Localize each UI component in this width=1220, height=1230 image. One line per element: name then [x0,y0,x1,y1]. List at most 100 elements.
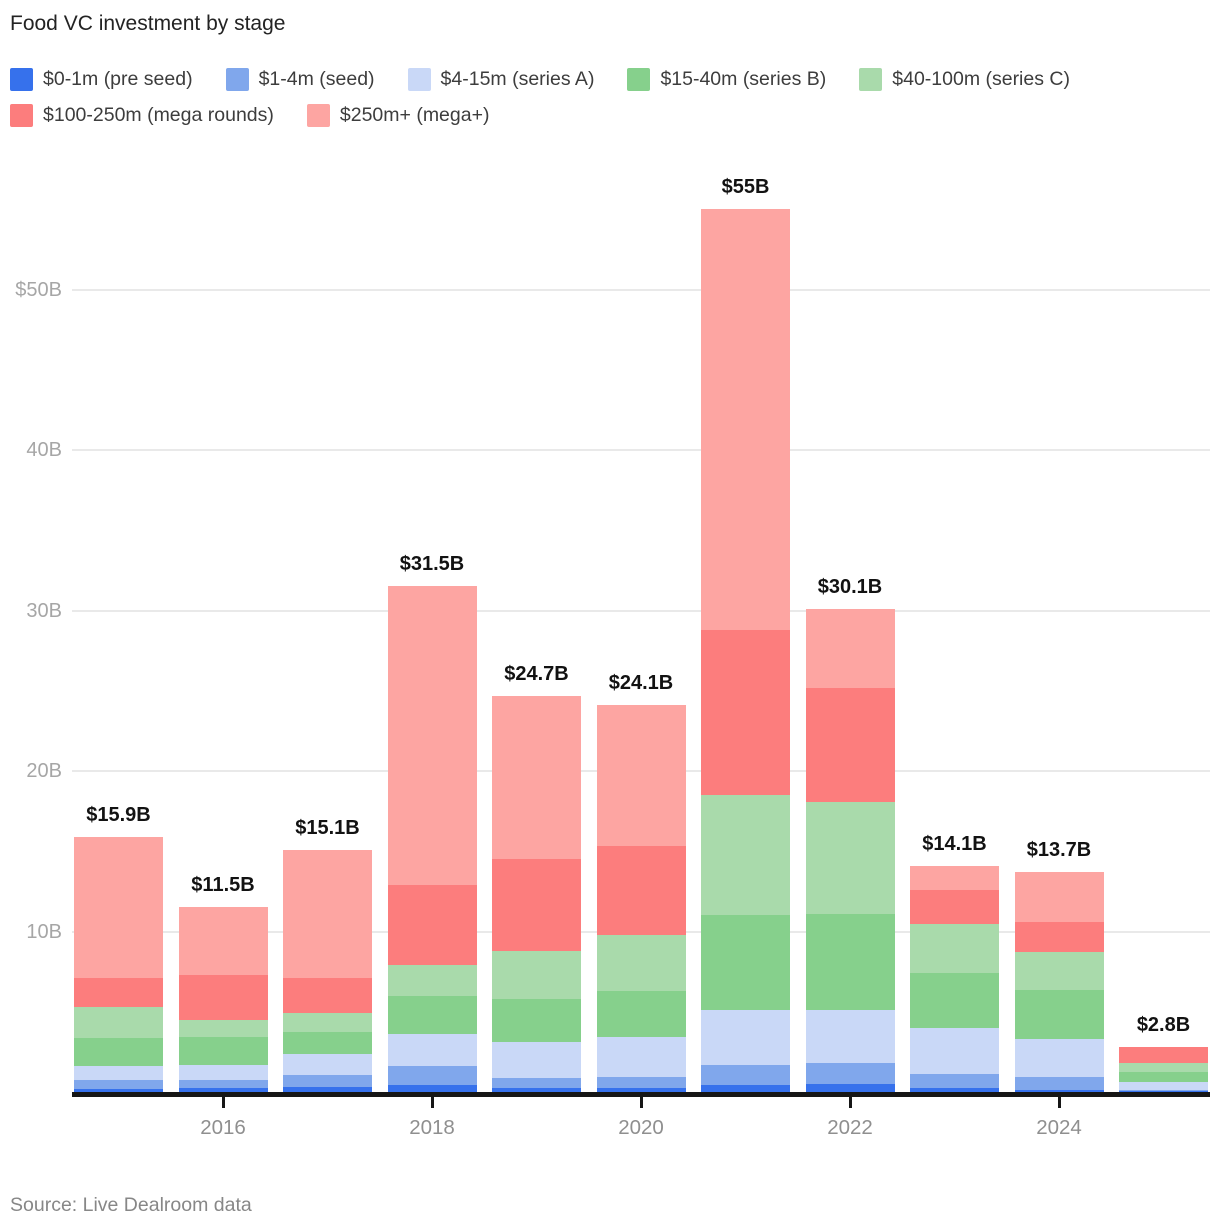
bar-total-label: $55B [721,176,770,199]
bar-segment[interactable] [910,865,999,890]
bar-segment[interactable] [805,1010,895,1064]
x-axis-tick-label: 2024 [1036,1116,1082,1139]
bar-segment[interactable] [805,913,895,1011]
bar-segment[interactable] [178,1087,268,1092]
bar-segment[interactable] [805,687,895,802]
bar-segment[interactable] [283,1054,372,1076]
bar-segment[interactable] [492,859,581,951]
bar-segment[interactable] [1119,1047,1208,1064]
legend-item-6[interactable]: $100-250m (mega rounds) [10,104,274,127]
bar-segment[interactable] [596,934,686,991]
bar-segment[interactable] [74,1088,163,1092]
bar-segment[interactable] [492,1077,581,1088]
bar-segment[interactable] [910,1074,999,1088]
bar-segment[interactable] [701,1064,790,1085]
bar-total-label: $11.5B [191,874,255,897]
bar-segment[interactable] [910,923,999,974]
bar-segment[interactable] [492,695,581,860]
bar-segment[interactable] [387,884,477,966]
bar-segment[interactable] [701,795,790,916]
bar-segment[interactable] [1014,1076,1104,1090]
legend-item-1[interactable]: $0-1m (pre seed) [10,68,193,91]
bar-segment[interactable] [1014,952,1104,991]
bar-segment[interactable] [492,1042,581,1078]
bar-segment[interactable] [74,1038,163,1067]
bar-segment[interactable] [1119,1071,1208,1083]
bar-segment[interactable] [1014,1039,1104,1077]
bar-segment[interactable] [74,1066,163,1080]
legend-item-5[interactable]: $40-100m (series C) [859,68,1070,91]
bar-segment[interactable] [178,974,268,1020]
bar-segment[interactable] [74,1079,163,1089]
bar-segment[interactable] [283,1013,372,1032]
bar-total-label: $24.1B [608,672,674,695]
bar-segment[interactable] [492,1087,581,1092]
chart-title: Food VC investment by stage [10,12,286,35]
bar-segment[interactable] [701,1010,790,1065]
bar-segment[interactable] [387,1066,477,1085]
bar-segment[interactable] [701,1084,790,1092]
bar-total-label: $13.7B [1026,839,1092,862]
bar-segment[interactable] [1014,990,1104,1040]
bar-segment[interactable] [1014,872,1104,922]
bar-2025 [1119,1047,1208,1092]
legend-swatch-icon [225,68,249,91]
bar-segment[interactable] [387,965,477,996]
legend-item-2[interactable]: $1-4m (seed) [225,68,375,91]
bar-segment[interactable] [1119,1089,1208,1092]
x-axis-tick-label: 2016 [200,1116,246,1139]
bar-segment[interactable] [1014,1089,1104,1092]
bar-segment[interactable] [805,1083,895,1092]
bar-segment[interactable] [74,1006,163,1039]
bar-segment[interactable] [74,978,163,1007]
bar-segment[interactable] [387,995,477,1035]
bar-segment[interactable] [596,846,686,935]
bar-2020 [596,705,686,1092]
x-axis-tick-label: 2022 [827,1116,873,1139]
bar-segment[interactable] [74,836,163,979]
legend-item-4[interactable]: $15-40m (series B) [627,68,826,91]
legend-item-7[interactable]: $250m+ (mega+) [306,104,489,127]
bar-segment[interactable] [1014,921,1104,953]
y-axis-tick-label: $50B [15,278,62,301]
bar-segment[interactable] [596,1037,686,1077]
bar-segment[interactable] [387,1084,477,1092]
bar-segment[interactable] [805,1063,895,1084]
legend-item-label: $15-40m (series B) [660,68,827,90]
bar-segment[interactable] [178,907,268,975]
bar-segment[interactable] [805,801,895,914]
bar-segment[interactable] [178,1064,268,1080]
bar-segment[interactable] [910,889,999,924]
legend-item-label: $40-100m (series C) [892,68,1070,90]
bar-segment[interactable] [805,608,895,688]
bar-segment[interactable] [283,1031,372,1055]
bar-segment[interactable] [596,990,686,1038]
bar-segment[interactable] [596,705,686,847]
bar-segment[interactable] [492,950,581,999]
bar-segment[interactable] [1119,1082,1208,1090]
bar-segment[interactable] [178,1037,268,1065]
bar-total-label: $31.5B [399,553,465,576]
bar-segment[interactable] [910,1027,999,1075]
bar-segment[interactable] [910,973,999,1028]
bar-segment[interactable] [283,849,372,979]
bar-segment[interactable] [1119,1091,1208,1092]
bar-segment[interactable] [387,586,477,885]
bar-segment[interactable] [283,1075,372,1088]
bar-segment[interactable] [701,629,790,796]
bar-segment[interactable] [910,1087,999,1092]
bar-segment[interactable] [178,1019,268,1038]
bar-segment[interactable] [178,1079,268,1088]
bar-segment[interactable] [283,978,372,1014]
bar-segment[interactable] [701,209,790,630]
bar-segment[interactable] [387,1034,477,1067]
legend-item-label: $1-4m (seed) [258,68,375,90]
bar-segment[interactable] [596,1087,686,1092]
legend-item-3[interactable]: $4-15m (series A) [407,68,594,91]
bar-segment[interactable] [492,998,581,1043]
bar-segment[interactable] [596,1076,686,1088]
bar-segment[interactable] [701,915,790,1011]
bar-segment[interactable] [1119,1063,1208,1072]
bar-segment[interactable] [283,1087,372,1092]
